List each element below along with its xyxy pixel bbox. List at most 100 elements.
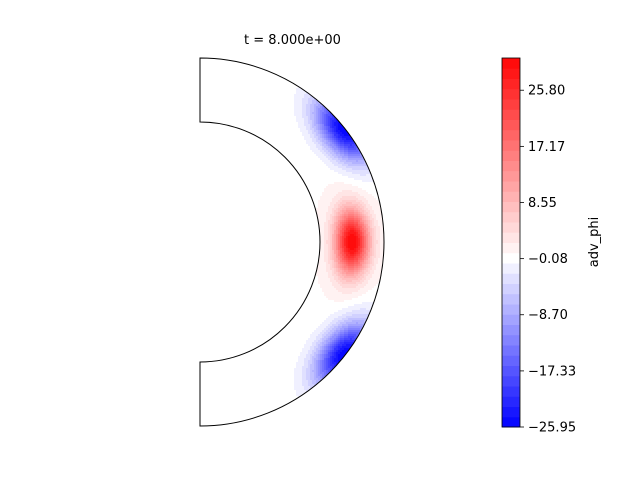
field-cell bbox=[292, 158, 295, 161]
field-cell bbox=[342, 272, 345, 275]
field-cell bbox=[360, 276, 363, 279]
field-cell bbox=[364, 278, 367, 281]
field-cell bbox=[234, 114, 237, 117]
field-cell bbox=[336, 284, 339, 287]
field-cell bbox=[342, 170, 345, 173]
field-cell bbox=[274, 76, 277, 79]
field-cell bbox=[334, 158, 337, 161]
field-cell bbox=[250, 92, 253, 95]
field-cell bbox=[320, 266, 323, 269]
field-cell bbox=[364, 248, 367, 251]
field-cell bbox=[236, 58, 239, 61]
field-cell bbox=[238, 62, 241, 65]
field-cell bbox=[210, 90, 213, 93]
field-cell bbox=[300, 164, 303, 167]
field-cell bbox=[324, 102, 327, 105]
field-cell bbox=[312, 274, 315, 277]
field-cell bbox=[364, 226, 367, 229]
field-cell bbox=[332, 142, 335, 145]
field-cell bbox=[242, 94, 245, 97]
field-cell bbox=[260, 124, 263, 127]
field-cell bbox=[272, 122, 275, 125]
field-cell bbox=[278, 80, 281, 83]
field-cell bbox=[258, 72, 261, 75]
field-cell bbox=[284, 134, 287, 137]
field-cell bbox=[364, 286, 367, 289]
field-cell bbox=[330, 250, 333, 253]
field-cell bbox=[264, 116, 267, 119]
field-cell bbox=[278, 72, 281, 75]
field-cell bbox=[214, 78, 217, 81]
field-cell bbox=[352, 256, 355, 259]
field-cell bbox=[236, 72, 239, 75]
field-cell bbox=[318, 212, 321, 215]
field-cell bbox=[296, 162, 299, 165]
field-cell bbox=[290, 144, 293, 147]
field-cell bbox=[318, 142, 321, 145]
field-cell bbox=[360, 206, 363, 209]
field-cell bbox=[312, 140, 315, 143]
field-cell bbox=[322, 116, 325, 119]
field-cell bbox=[332, 126, 335, 129]
field-cell bbox=[358, 160, 361, 163]
field-cell bbox=[264, 126, 267, 129]
field-cell bbox=[360, 158, 363, 161]
field-cell bbox=[318, 162, 321, 165]
field-cell bbox=[372, 190, 375, 193]
field-cell bbox=[354, 228, 357, 231]
field-cell bbox=[248, 98, 251, 101]
field-cell bbox=[322, 182, 325, 185]
field-cell bbox=[342, 162, 345, 165]
field-cell bbox=[250, 70, 253, 73]
field-cell bbox=[344, 154, 347, 157]
field-cell bbox=[324, 184, 327, 187]
field-cell bbox=[314, 144, 317, 147]
field-cell bbox=[242, 102, 245, 105]
field-cell bbox=[356, 210, 359, 213]
field-cell bbox=[364, 184, 367, 187]
field-cell bbox=[354, 174, 357, 177]
field-cell bbox=[336, 134, 339, 137]
field-cell bbox=[238, 116, 241, 119]
field-cell bbox=[320, 112, 323, 115]
field-cell bbox=[322, 268, 325, 271]
field-cell bbox=[358, 168, 361, 171]
field-cell bbox=[338, 190, 341, 193]
field-cell bbox=[248, 130, 251, 133]
field-cell bbox=[322, 136, 325, 139]
field-cell bbox=[224, 100, 227, 103]
field-cell bbox=[240, 102, 243, 105]
field-cell bbox=[282, 122, 285, 125]
field-cell bbox=[328, 198, 331, 201]
field-cell bbox=[258, 124, 261, 127]
field-cell bbox=[282, 138, 285, 141]
field-cell bbox=[328, 262, 331, 265]
field-cell bbox=[356, 266, 359, 269]
field-cell bbox=[306, 128, 309, 131]
field-cell bbox=[340, 162, 343, 165]
field-cell bbox=[362, 220, 365, 223]
field-cell bbox=[276, 108, 279, 111]
field-cell bbox=[354, 188, 357, 191]
field-cell bbox=[356, 196, 359, 199]
field-cell bbox=[308, 164, 311, 167]
field-cell bbox=[336, 288, 339, 291]
field-cell bbox=[278, 118, 281, 121]
field-cell bbox=[272, 96, 275, 99]
field-cell bbox=[246, 72, 249, 75]
field-cell bbox=[214, 106, 217, 109]
field-cell bbox=[268, 136, 271, 139]
field-cell bbox=[274, 114, 277, 117]
field-cell bbox=[330, 178, 333, 181]
field-cell bbox=[226, 78, 229, 81]
field-cell bbox=[334, 256, 337, 259]
field-cell bbox=[230, 60, 233, 63]
field-cell bbox=[364, 234, 367, 237]
field-cell bbox=[216, 104, 219, 107]
field-cell bbox=[218, 110, 221, 113]
field-cell bbox=[334, 272, 337, 275]
field-cell bbox=[356, 236, 359, 239]
field-cell bbox=[268, 116, 271, 119]
field-cell bbox=[300, 102, 303, 105]
field-cell bbox=[360, 180, 363, 183]
